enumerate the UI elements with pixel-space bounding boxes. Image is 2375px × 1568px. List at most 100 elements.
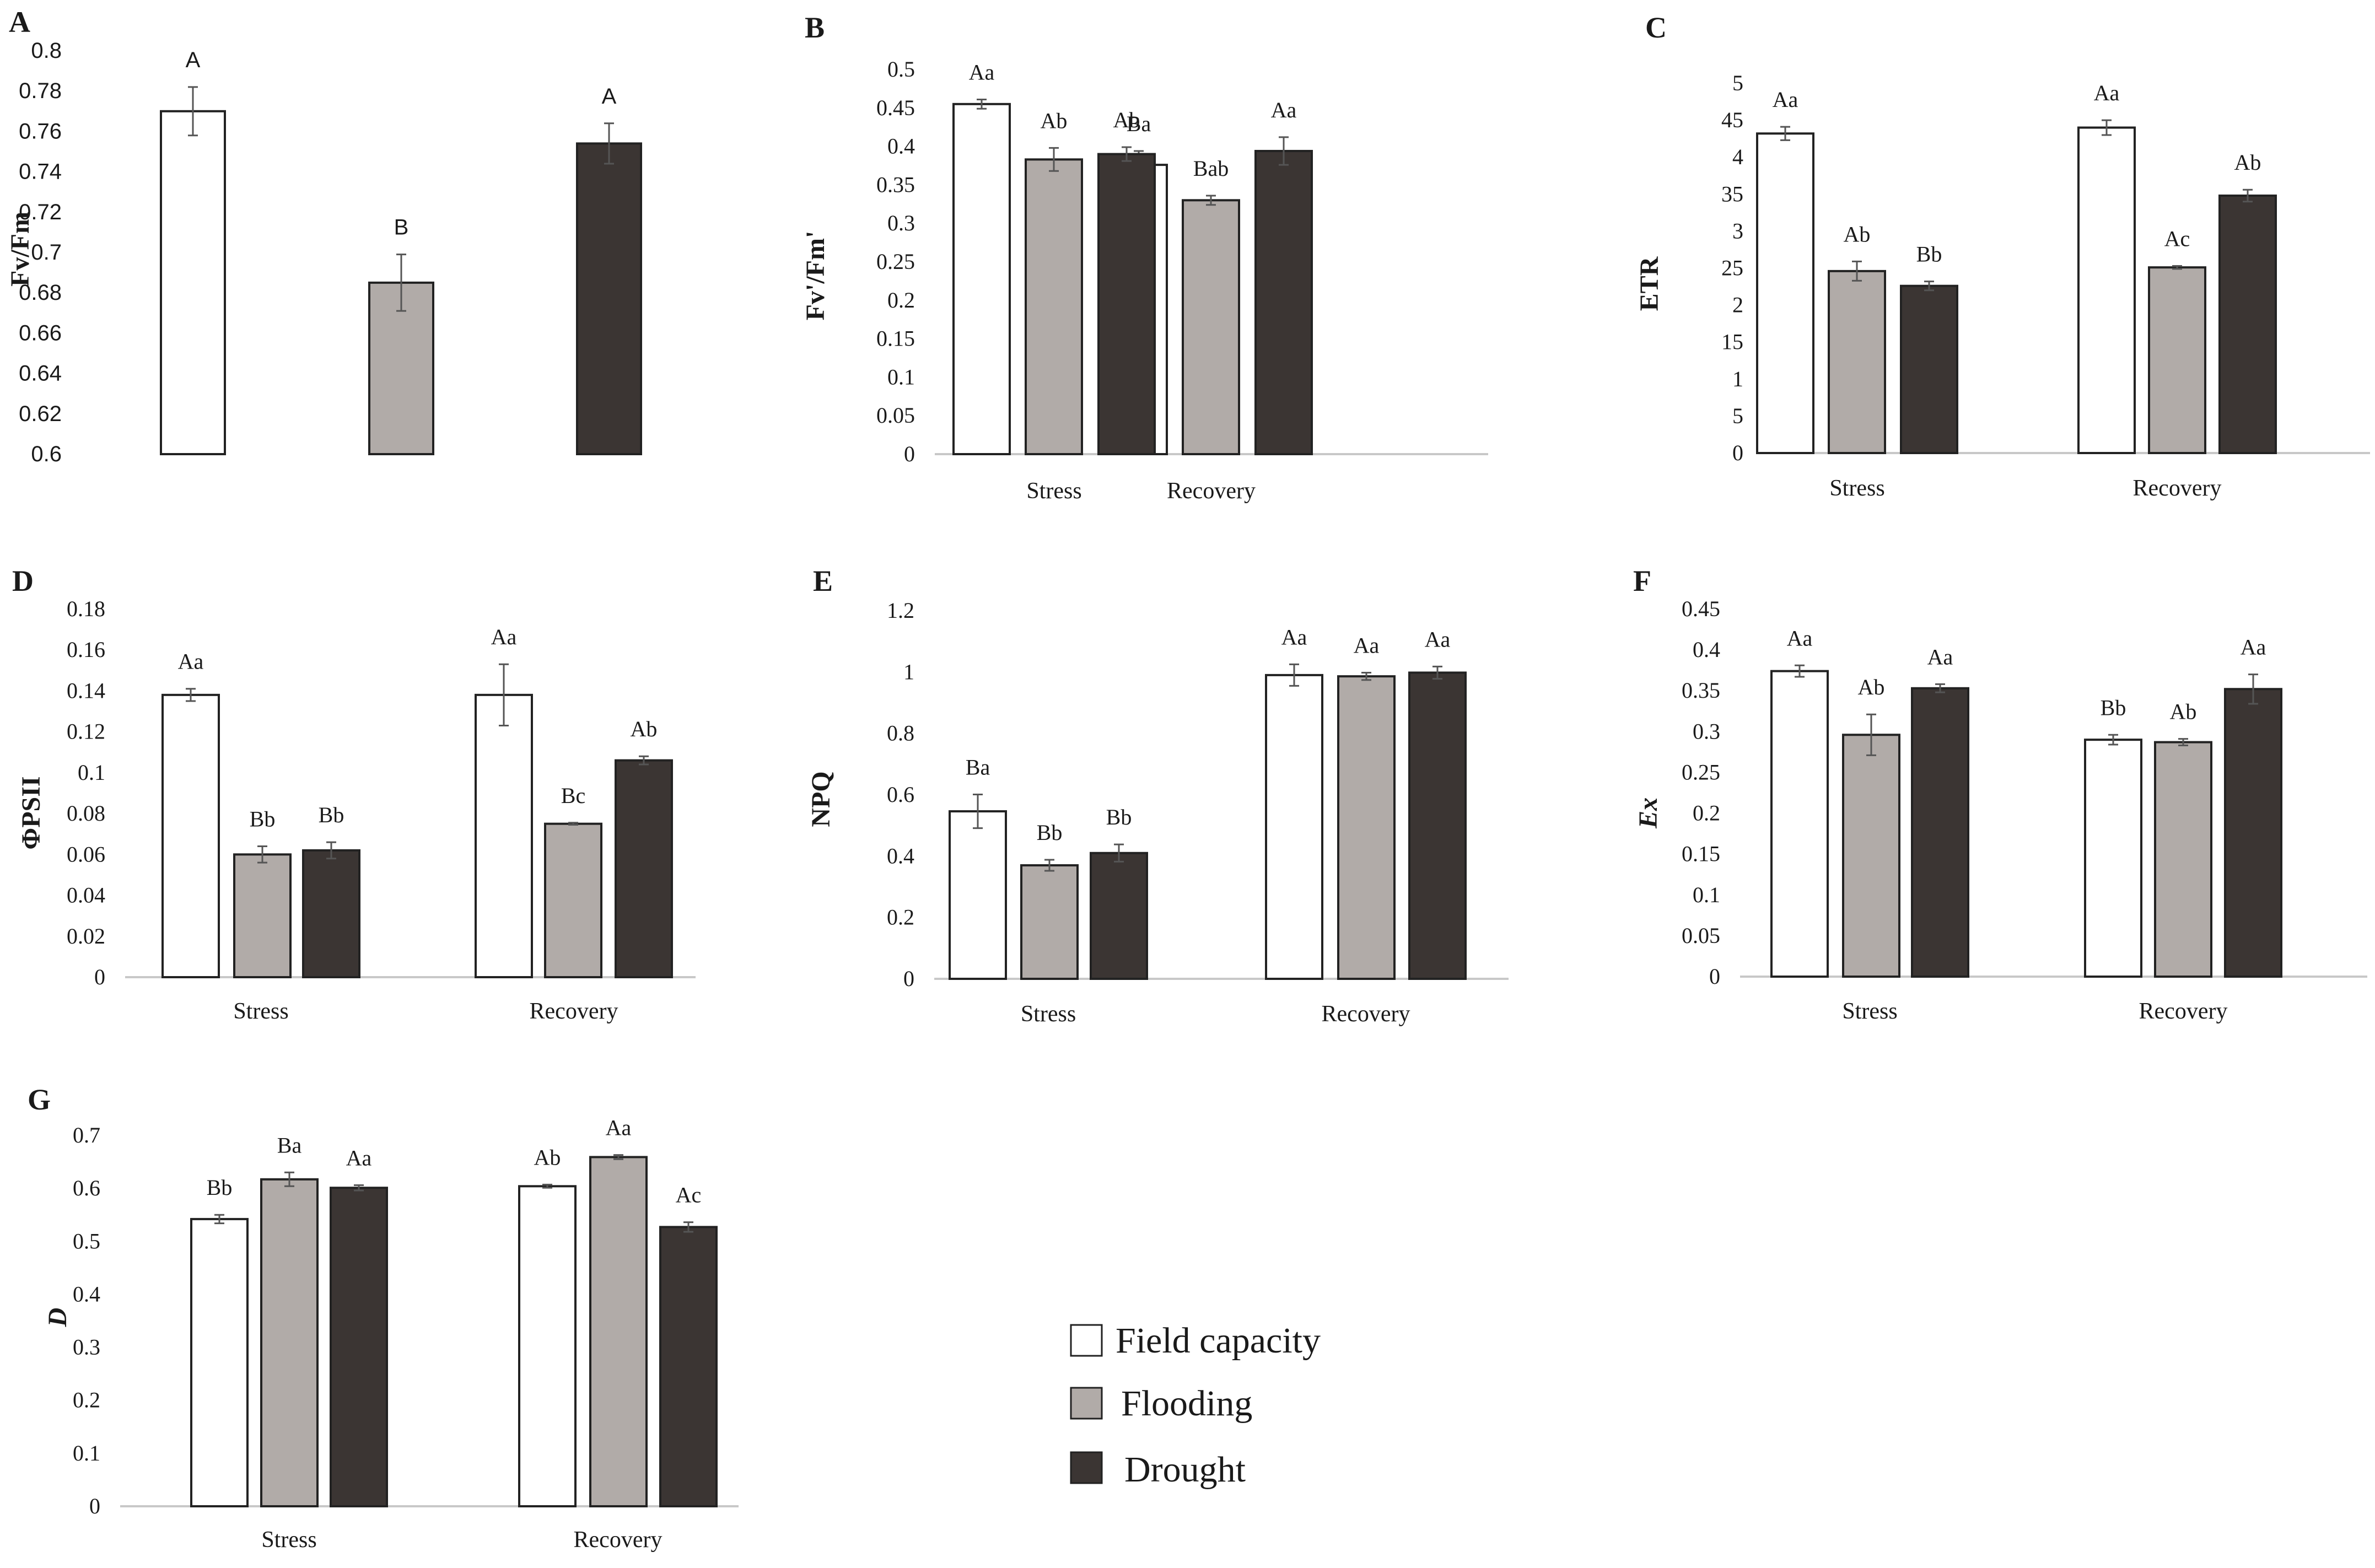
bar xyxy=(2224,688,2282,978)
x-category-label: Recovery xyxy=(574,1527,663,1553)
y-tick-label: 4 xyxy=(1732,144,1743,169)
significance-label: Aa xyxy=(606,1116,632,1140)
y-tick-label: 0.1 xyxy=(887,364,915,389)
y-tick-label: 0.4 xyxy=(1693,637,1720,662)
x-category-label: Recovery xyxy=(2133,476,2222,501)
bar xyxy=(1408,671,1467,980)
legend-swatch-field-capacity xyxy=(1070,1324,1103,1357)
legend-label-field-capacity: Field capacity xyxy=(1116,1321,1321,1361)
legend: Field capacity Flooding Drought xyxy=(1070,1321,1321,1490)
y-tick-label: 0.05 xyxy=(1682,923,1720,948)
legend-label-flooding: Flooding xyxy=(1121,1383,1252,1424)
error-bar xyxy=(396,254,406,312)
bar xyxy=(475,693,533,979)
significance-label: Bb xyxy=(250,806,276,831)
y-tick-label: 0.1 xyxy=(73,1441,100,1465)
error-bar xyxy=(2108,734,2118,746)
error-bar xyxy=(1361,671,1371,681)
significance-label: Bb xyxy=(1106,805,1132,829)
y-tick-label: 0.2 xyxy=(1693,801,1720,826)
significance-label: Ab xyxy=(1041,108,1068,133)
bar xyxy=(589,1156,648,1507)
legend-item-flooding: Flooding xyxy=(1070,1383,1252,1424)
error-bar xyxy=(1044,859,1054,872)
y-tick-label: 0 xyxy=(1709,964,1720,989)
y-tick-label: 0.1 xyxy=(78,760,105,785)
error-bar xyxy=(2172,265,2182,270)
error-bar xyxy=(1795,664,1805,678)
error-bar xyxy=(1935,683,1945,693)
error-bar xyxy=(214,1214,224,1225)
bar xyxy=(1265,673,1323,980)
y-axis-label: D xyxy=(43,1308,72,1328)
y-tick-label: 0 xyxy=(89,1494,100,1518)
y-tick-label: 2 xyxy=(1732,293,1743,317)
significance-label: Ac xyxy=(2164,226,2190,251)
panel-label: B xyxy=(805,11,825,44)
error-bar xyxy=(542,1183,552,1189)
error-bar xyxy=(326,841,336,860)
bar xyxy=(2148,266,2206,454)
y-tick-label: 35 xyxy=(1721,181,1743,206)
y-tick-label: 0.15 xyxy=(1682,842,1720,866)
y-tick-label: 1 xyxy=(903,659,914,684)
y-tick-label: 0.18 xyxy=(67,596,105,621)
y-tick-label: 0.45 xyxy=(876,95,915,120)
bar xyxy=(161,693,220,979)
y-tick-label: 0.3 xyxy=(1693,719,1720,743)
bar xyxy=(302,849,360,979)
significance-label: Ab xyxy=(1858,675,1885,699)
y-tick-label: 0 xyxy=(904,441,915,466)
bar xyxy=(190,1217,249,1508)
y-tick-label: 0.16 xyxy=(67,637,105,662)
bar xyxy=(544,822,602,978)
legend-label-drought: Drought xyxy=(1124,1450,1246,1490)
y-tick-label: 0 xyxy=(1732,440,1743,465)
x-category-label: Stress xyxy=(233,999,288,1024)
y-tick-label: 0.06 xyxy=(67,842,105,866)
x-category-label: Stress xyxy=(1026,478,1081,504)
error-bar xyxy=(2248,673,2258,705)
x-category-label: Stress xyxy=(1842,999,1897,1024)
bar xyxy=(1090,852,1148,980)
significance-label: A xyxy=(186,48,201,72)
y-tick-label: 0.6 xyxy=(31,442,62,466)
y-tick-label: 0.2 xyxy=(887,288,915,312)
bar xyxy=(233,853,292,979)
error-bar xyxy=(2243,188,2253,203)
y-tick-label: 0.3 xyxy=(887,211,915,235)
y-tick-label: 5 xyxy=(1732,71,1743,95)
error-bar xyxy=(973,793,983,829)
y-tick-label: 0.3 xyxy=(73,1335,100,1360)
y-axis-label: ETR xyxy=(1635,256,1664,311)
y-tick-label: 0.2 xyxy=(887,905,914,930)
bar xyxy=(160,110,226,456)
y-tick-label: 0.5 xyxy=(887,57,915,82)
significance-label: Aa xyxy=(178,649,204,674)
error-bar xyxy=(604,122,614,165)
y-tick-label: 0.2 xyxy=(73,1388,100,1413)
bar xyxy=(1254,149,1313,455)
y-axis-label: Ex xyxy=(1634,798,1663,829)
bar xyxy=(576,142,642,455)
error-bar xyxy=(1866,713,1876,756)
y-tick-label: 0.25 xyxy=(1682,759,1720,784)
bar xyxy=(1097,153,1156,455)
y-tick-label: 0.04 xyxy=(67,883,105,908)
error-bar xyxy=(1279,136,1289,166)
y-tick-label: 15 xyxy=(1721,330,1743,354)
error-bar xyxy=(284,1171,294,1187)
legend-swatch-flooding xyxy=(1070,1387,1103,1420)
y-tick-label: 0.35 xyxy=(1682,678,1720,703)
y-tick-label: 0.08 xyxy=(67,801,105,826)
y-tick-label: 0.12 xyxy=(67,719,105,744)
y-tick-label: 0.7 xyxy=(73,1123,100,1147)
bar xyxy=(659,1226,718,1507)
error-bar xyxy=(186,688,196,702)
x-category-label: Stress xyxy=(261,1527,316,1553)
error-bar xyxy=(1289,663,1299,687)
x-category-label: Recovery xyxy=(1167,478,1256,504)
bar xyxy=(1842,734,1900,978)
y-tick-label: 0.4 xyxy=(887,843,914,868)
